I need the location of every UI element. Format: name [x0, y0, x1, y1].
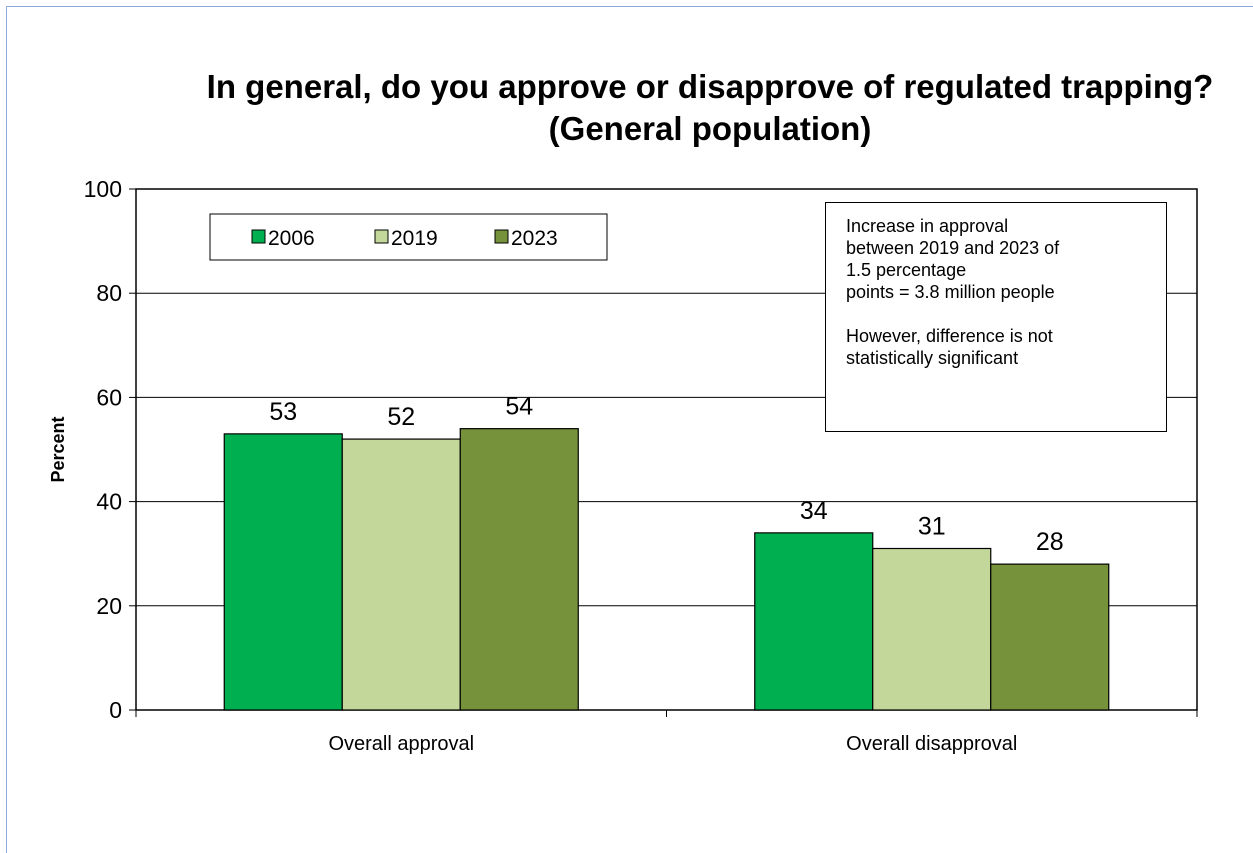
frame-border-top	[6, 6, 1253, 7]
legend-swatch-2023	[494, 229, 509, 244]
frame-border-left	[6, 6, 7, 853]
legend-box	[209, 213, 608, 261]
y-tick-label: 60	[96, 384, 122, 410]
data-label: 54	[505, 393, 533, 421]
legend-swatch-2019	[374, 229, 389, 244]
y-tick-label: 80	[96, 280, 122, 306]
x-category-label: Overall approval	[328, 733, 474, 755]
annotation-text-2: However, difference is not statistically…	[846, 326, 1053, 368]
y-tick-label: 100	[84, 176, 122, 202]
bar-2023-disapproval	[990, 563, 1110, 711]
bar-2006-disapproval	[754, 532, 874, 711]
data-label: 28	[1036, 528, 1064, 556]
bar-2006-approval	[223, 433, 343, 711]
data-label: 34	[800, 497, 828, 525]
y-tick-label: 0	[109, 697, 122, 723]
bar-2023-approval	[459, 428, 579, 711]
chart-title: In general, do you approve or disapprove…	[206, 68, 1214, 147]
annotation-box: Increase in approval between 2019 and 20…	[825, 202, 1167, 432]
y-axis-label: Percent	[48, 416, 68, 482]
annotation-text-1: Increase in approval between 2019 and 20…	[846, 216, 1060, 302]
legend-label: 2006	[268, 227, 315, 250]
y-tick-label: 40	[96, 489, 122, 515]
legend-label: 2023	[511, 227, 558, 250]
x-category-label: Overall disapproval	[846, 733, 1017, 755]
y-tick-label: 20	[96, 593, 122, 619]
data-label: 53	[269, 398, 297, 426]
bar-2019-approval	[341, 438, 461, 711]
legend-swatch-2006	[251, 229, 266, 244]
data-label: 52	[387, 403, 415, 431]
bar-2019-disapproval	[872, 547, 992, 711]
legend-label: 2019	[391, 227, 438, 250]
data-label: 31	[918, 512, 946, 540]
